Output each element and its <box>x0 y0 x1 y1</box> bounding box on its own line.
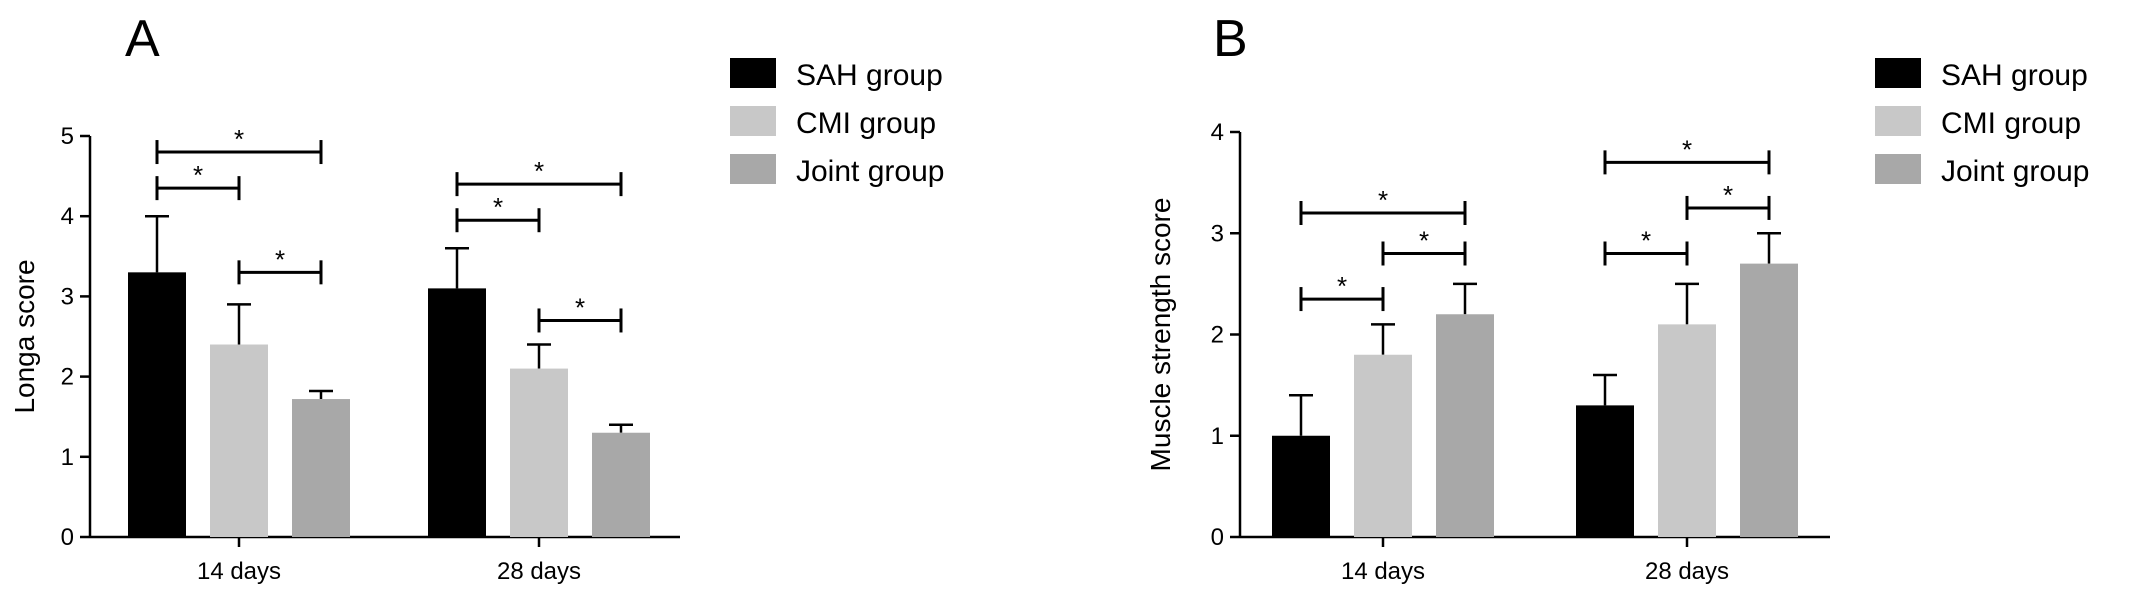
panel-b-bar <box>1740 263 1798 537</box>
panel-a-significance-star: * <box>193 160 203 190</box>
panel-b-legend-swatch <box>1875 154 1921 184</box>
panel-a-y-tick-label: 5 <box>61 123 74 150</box>
panel-a-y-tick-label: 0 <box>61 524 74 551</box>
panel-b-significance-star: * <box>1682 134 1692 164</box>
panel-a-bar <box>128 272 186 537</box>
panel-a-bar <box>210 344 268 537</box>
panel-a-y-tick-label: 1 <box>61 444 74 471</box>
panel-b-bar <box>1354 354 1412 537</box>
panel-a-x-tick-label: 28 days <box>497 558 581 585</box>
panel-a-x-tick-label: 14 days <box>197 558 281 585</box>
panel-b-bar <box>1436 314 1494 537</box>
panel-a-legend-label: Joint group <box>796 155 944 188</box>
panel-b-letter: B <box>1213 10 1248 68</box>
panel-a-bar <box>510 368 568 537</box>
panel-b-y-tick-label: 1 <box>1211 423 1224 450</box>
panel-b-y-axis-title: Muscle strength score <box>1145 198 1176 472</box>
panel-b-legend-swatch <box>1875 106 1921 136</box>
panel-b-legend-label: SAH group <box>1941 59 2088 92</box>
panel-b-significance-star: * <box>1723 180 1733 210</box>
panel-b: B 0 1 2 3 4 Muscle strength score 14 days 28 da… <box>1145 10 2089 585</box>
panel-a-y-axis-title: Longa score <box>9 259 40 413</box>
panel-b-y-tick-label: 3 <box>1211 220 1224 247</box>
panel-b-x-tick-label: 28 days <box>1645 558 1729 585</box>
panel-b-bar <box>1272 435 1330 537</box>
panel-a-bar <box>292 399 350 537</box>
panel-a-significance-star: * <box>534 156 544 186</box>
panel-a-bar <box>592 432 650 537</box>
panel-b-bar <box>1658 324 1716 537</box>
panel-b-legend-swatch <box>1875 58 1921 88</box>
panel-a-legend-label: CMI group <box>796 107 936 140</box>
panel-a: A 0 1 2 3 4 5 Longa score 14 days 28 days * * * * * * S… <box>9 10 944 585</box>
panel-a-letter: A <box>125 10 160 68</box>
panel-b-significance-star: * <box>1337 271 1347 301</box>
panel-a-legend-swatch <box>730 154 776 184</box>
panel-b-legend-label: Joint group <box>1941 155 2089 188</box>
panel-b-significance-star: * <box>1378 185 1388 215</box>
panel-a-legend-swatch <box>730 58 776 88</box>
panel-a-y-tick-label: 2 <box>61 364 74 391</box>
panel-b-significance-star: * <box>1419 226 1429 256</box>
panel-a-y-tick-label: 4 <box>61 203 74 230</box>
panel-b-significance-star: * <box>1641 226 1651 256</box>
panel-a-y-tick-label: 3 <box>61 283 74 310</box>
panel-a-significance-star: * <box>234 124 244 154</box>
panel-b-y-tick-label: 2 <box>1211 322 1224 349</box>
panel-a-legend-label: SAH group <box>796 59 943 92</box>
panel-b-x-tick-label: 14 days <box>1341 558 1425 585</box>
panel-a-significance-star: * <box>275 244 285 274</box>
panel-b-legend-label: CMI group <box>1941 107 2081 140</box>
panel-b-y-tick-label: 0 <box>1211 524 1224 551</box>
panel-a-bar <box>428 288 486 537</box>
panel-a-legend-swatch <box>730 106 776 136</box>
panel-a-significance-star: * <box>493 192 503 222</box>
panel-b-y-tick-label: 4 <box>1211 119 1224 146</box>
panel-b-bar <box>1576 405 1634 537</box>
panel-a-significance-star: * <box>575 292 585 322</box>
